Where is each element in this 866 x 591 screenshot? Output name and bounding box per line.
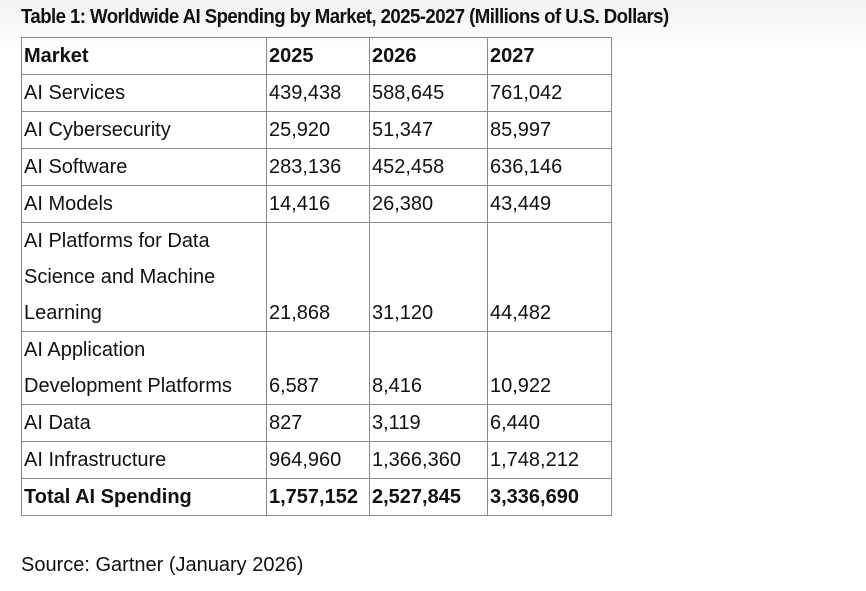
table-row: AI Application Development Platforms 6,5… <box>21 331 612 405</box>
market-cell: AI Models <box>21 185 267 223</box>
table-row: AI Models 14,416 26,380 43,449 <box>21 185 612 223</box>
total-label: Total AI Spending <box>21 478 267 516</box>
header-market: Market <box>21 37 267 75</box>
table-total-row: Total AI Spending 1,757,152 2,527,845 3,… <box>21 478 612 516</box>
market-cell-line: AI Platforms for Data <box>24 230 210 252</box>
market-cell-line: Development Platforms <box>24 375 232 397</box>
market-cell-line: Learning <box>24 302 102 324</box>
spending-table: Market 2025 2026 2027 AI Services 439,43… <box>21 37 612 516</box>
table-row: AI Infrastructure 964,960 1,366,360 1,74… <box>21 441 612 479</box>
market-cell: AI Cybersecurity <box>21 111 267 149</box>
value-2026: 3,119 <box>369 404 488 442</box>
market-cell-line: AI Application <box>24 339 146 361</box>
table-row: AI Cybersecurity 25,920 51,347 85,997 <box>21 111 612 149</box>
value-2027: 43,449 <box>487 185 612 223</box>
table-row: AI Platforms for Data Science and Machin… <box>21 222 612 332</box>
value-2025: 439,438 <box>266 74 370 112</box>
value-2027: 636,146 <box>487 148 612 186</box>
market-cell: AI Infrastructure <box>21 441 267 479</box>
market-cell: AI Software <box>21 148 267 186</box>
table-row: AI Software 283,136 452,458 636,146 <box>21 148 612 186</box>
value-2025: 25,920 <box>266 111 370 149</box>
value-2027: 85,997 <box>487 111 612 149</box>
market-cell: AI Services <box>21 74 267 112</box>
value-2027: 1,748,212 <box>487 441 612 479</box>
value-2027: 44,482 <box>487 222 612 332</box>
total-2026: 2,527,845 <box>369 478 488 516</box>
value-2025: 827 <box>266 404 370 442</box>
value-2026: 452,458 <box>369 148 488 186</box>
value-2027: 6,440 <box>487 404 612 442</box>
value-2025: 6,587 <box>266 331 370 405</box>
table-title: Table 1: Worldwide AI Spending by Market… <box>21 6 669 28</box>
value-2025: 964,960 <box>266 441 370 479</box>
value-2026: 31,120 <box>369 222 488 332</box>
table-row: AI Services 439,438 588,645 761,042 <box>21 74 612 112</box>
value-2027: 10,922 <box>487 331 612 405</box>
source-note: Source: Gartner (January 2026) <box>21 554 304 576</box>
header-2027: 2027 <box>487 37 612 75</box>
total-2027: 3,336,690 <box>487 478 612 516</box>
value-2026: 588,645 <box>369 74 488 112</box>
value-2026: 1,366,360 <box>369 441 488 479</box>
value-2026: 26,380 <box>369 185 488 223</box>
table-row: AI Data 827 3,119 6,440 <box>21 404 612 442</box>
table-header-row: Market 2025 2026 2027 <box>21 37 612 75</box>
header-2026: 2026 <box>369 37 488 75</box>
value-2025: 283,136 <box>266 148 370 186</box>
market-cell: AI Data <box>21 404 267 442</box>
value-2025: 14,416 <box>266 185 370 223</box>
value-2026: 51,347 <box>369 111 488 149</box>
value-2026: 8,416 <box>369 331 488 405</box>
total-2025: 1,757,152 <box>266 478 370 516</box>
market-cell: AI Platforms for Data Science and Machin… <box>21 222 267 332</box>
header-2025: 2025 <box>266 37 370 75</box>
market-cell-line: Science and Machine <box>24 266 216 288</box>
value-2025: 21,868 <box>266 222 370 332</box>
value-2027: 761,042 <box>487 74 612 112</box>
market-cell: AI Application Development Platforms <box>21 331 267 405</box>
